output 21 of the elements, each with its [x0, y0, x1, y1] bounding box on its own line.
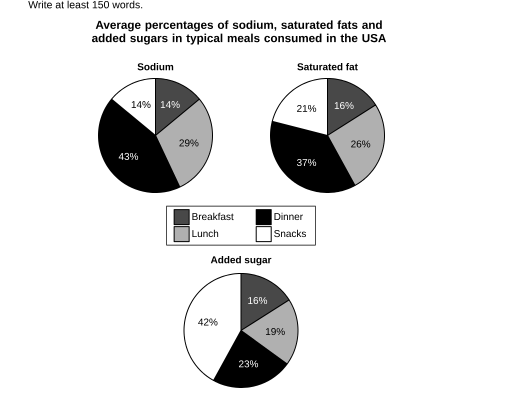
legend-label: Dinner: [274, 212, 303, 220]
data-label: 16%: [334, 102, 354, 110]
data-label: 37%: [296, 158, 316, 166]
data-label: 14%: [160, 101, 180, 108]
data-label: 43%: [118, 152, 138, 160]
legend-label: Lunch: [192, 230, 218, 238]
data-label: 16%: [248, 297, 268, 304]
text: Added sugar: [210, 256, 272, 266]
data-label: 42%: [198, 318, 218, 326]
text: Average percentages of sodium, saturated fats and added sugars in typical meals consumed in the USA: [92, 20, 386, 45]
data-label: 14%: [132, 101, 151, 108]
data-label: 21%: [297, 104, 316, 112]
data-label: 19%: [266, 328, 285, 336]
text: Write at least 150 words.: [28, 0, 142, 8]
data-label: 26%: [351, 140, 370, 148]
chart-title: Sodium: [138, 63, 174, 70]
chart-title: Saturated fat: [297, 63, 358, 70]
legend-label: Breakfast: [192, 212, 234, 220]
data-label: 29%: [179, 139, 199, 146]
legend-label: Snacks: [274, 230, 306, 238]
data-label: 23%: [238, 360, 258, 368]
